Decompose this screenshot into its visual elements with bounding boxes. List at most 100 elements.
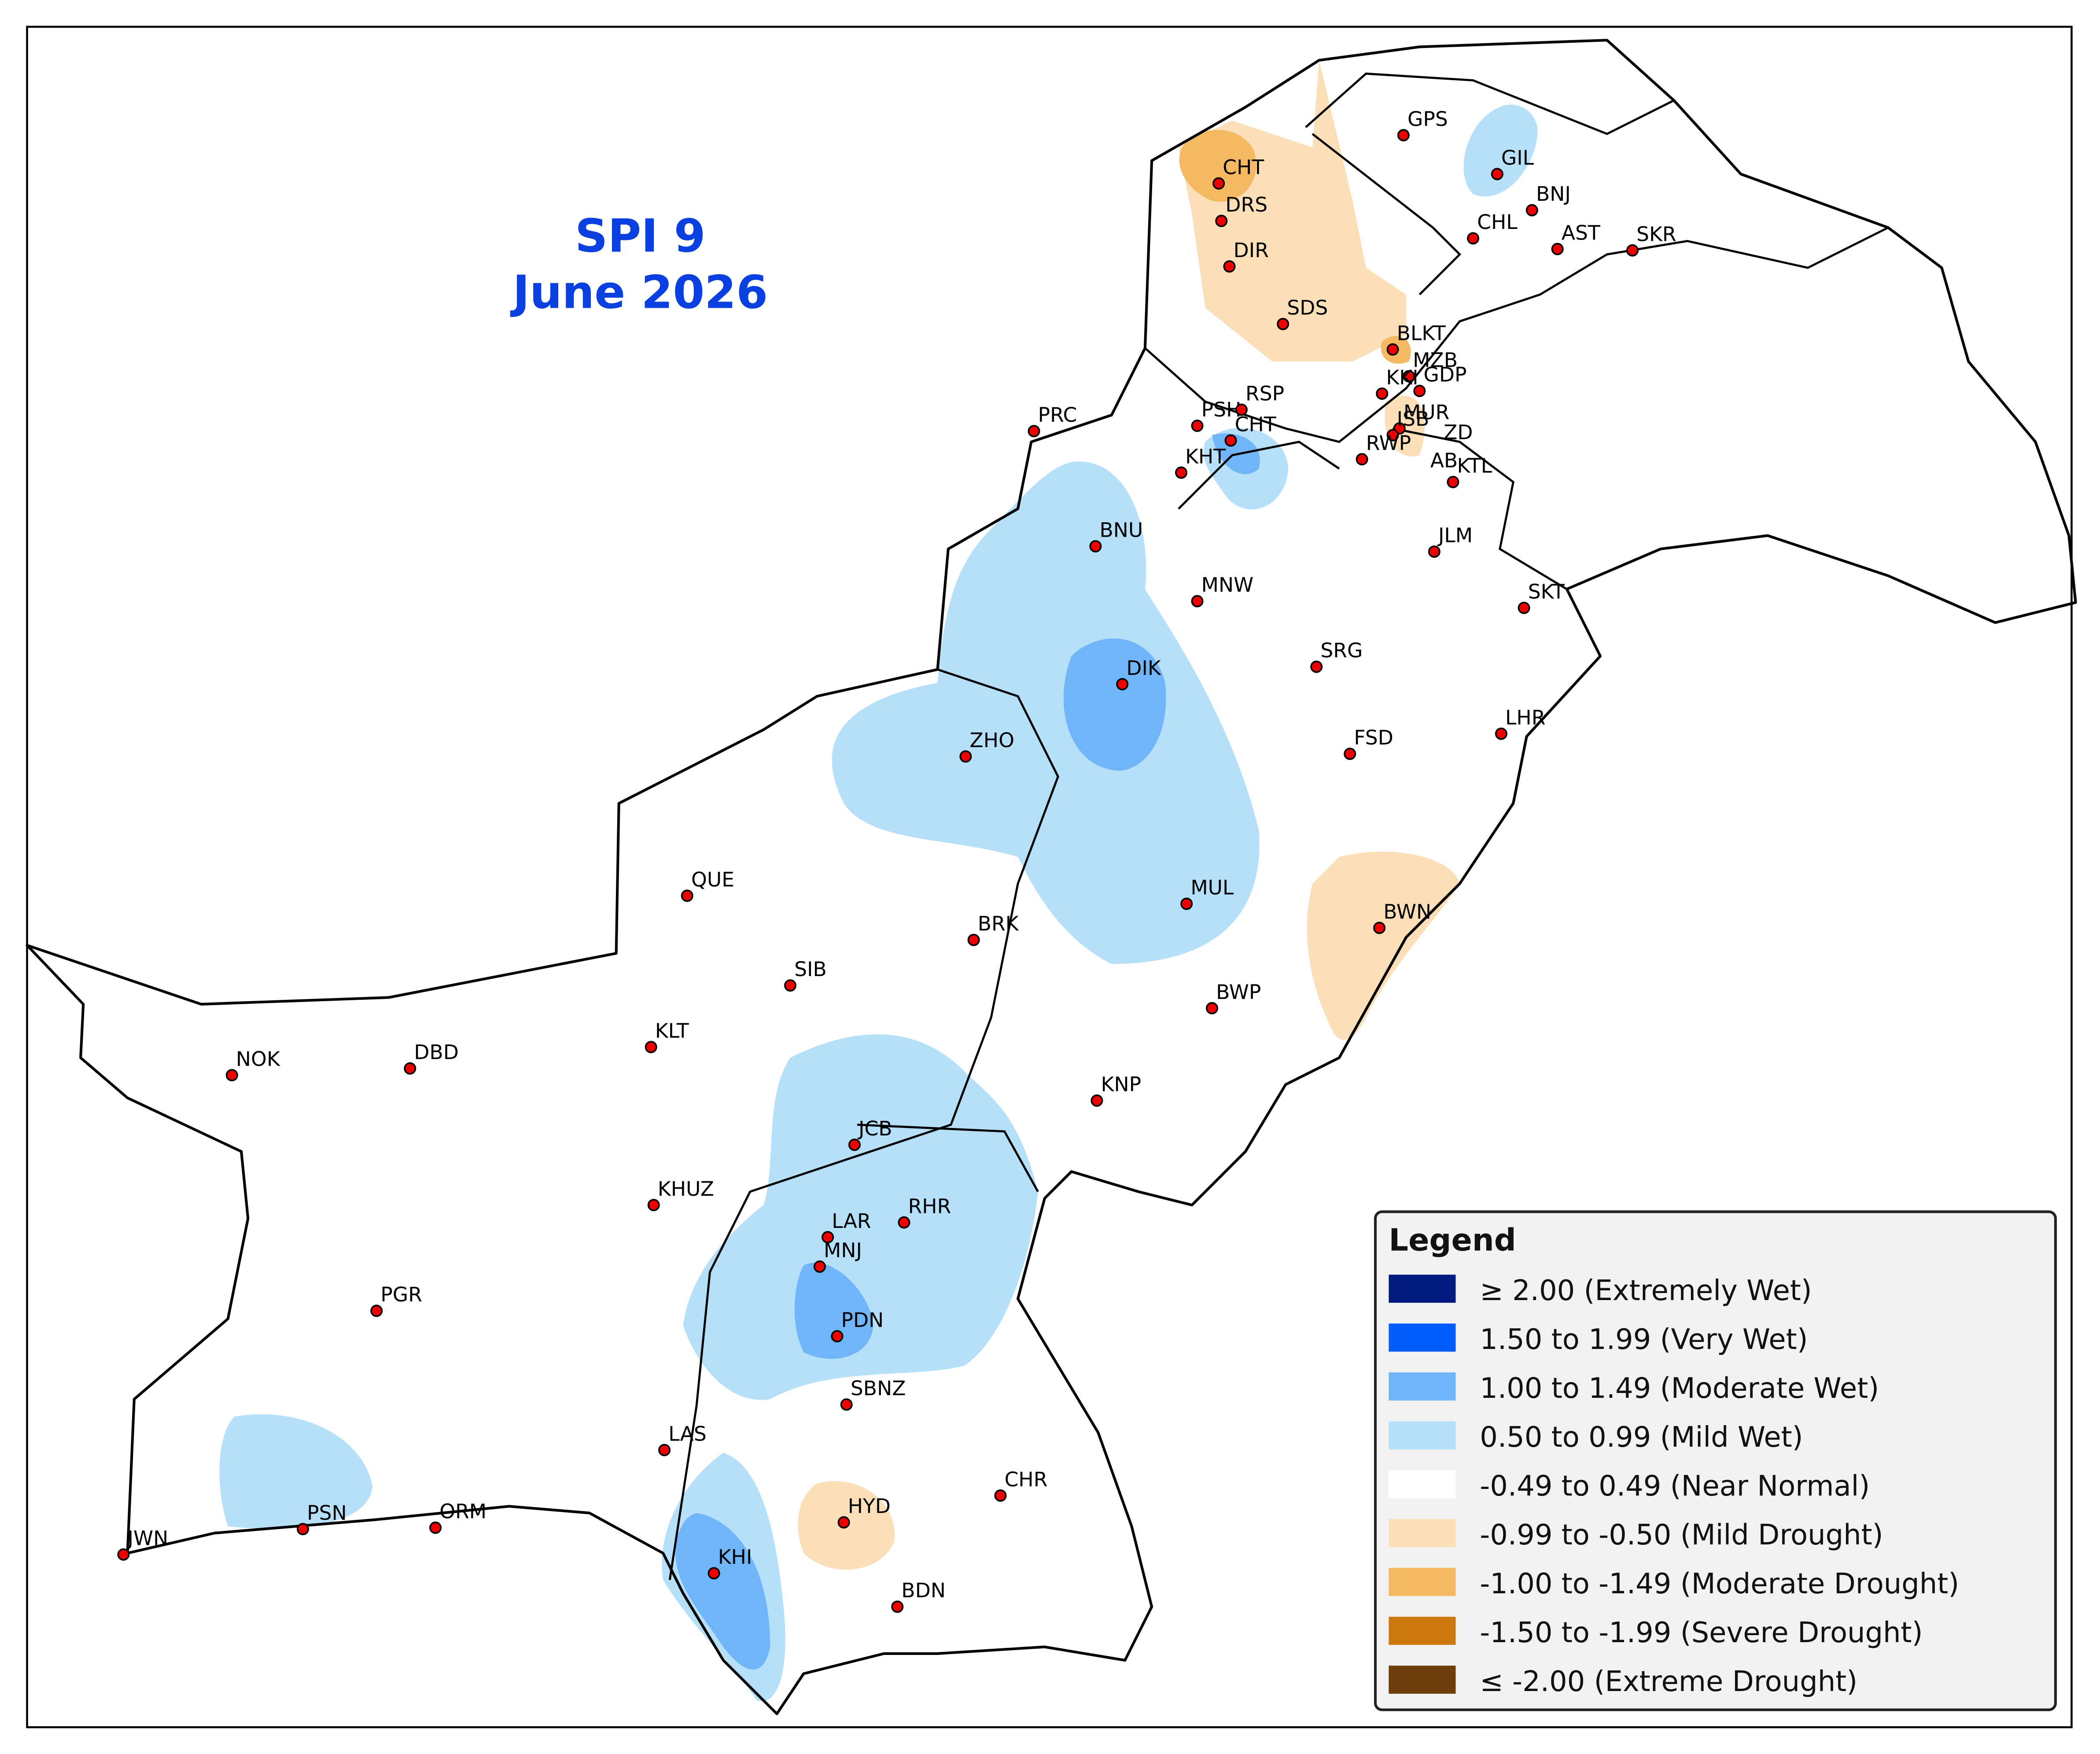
station-label: KTL bbox=[1457, 454, 1492, 478]
station-marker bbox=[370, 1304, 383, 1317]
station-label: PSN bbox=[307, 1501, 347, 1525]
legend-swatch bbox=[1389, 1470, 1456, 1499]
legend-label: -1.00 to -1.49 (Moderate Drought) bbox=[1480, 1568, 1959, 1600]
station-marker bbox=[1091, 1094, 1103, 1107]
station-marker bbox=[1356, 453, 1368, 466]
station-marker bbox=[822, 1231, 834, 1244]
spi-area bbox=[832, 461, 1260, 964]
spi-area bbox=[675, 1513, 770, 1670]
station-label: GIL bbox=[1501, 146, 1534, 170]
station-marker bbox=[1428, 545, 1441, 558]
station-label: QUE bbox=[691, 868, 734, 891]
station-label: CHT bbox=[1223, 155, 1264, 179]
station-marker bbox=[681, 889, 693, 902]
station-marker bbox=[1175, 466, 1188, 479]
station-label: DIR bbox=[1234, 239, 1269, 262]
station-marker bbox=[647, 1199, 660, 1212]
station-marker bbox=[1386, 343, 1399, 356]
station-marker bbox=[1525, 204, 1538, 217]
station-marker bbox=[959, 750, 972, 763]
station-label: SDS bbox=[1287, 296, 1328, 320]
station-marker bbox=[1626, 244, 1639, 257]
legend-label: 0.50 to 0.99 (Mild Wet) bbox=[1480, 1421, 1803, 1454]
station-label: GDP bbox=[1424, 363, 1467, 387]
station-label: BWN bbox=[1383, 900, 1431, 923]
station-marker bbox=[848, 1139, 861, 1151]
station-label: ISB bbox=[1397, 407, 1429, 431]
station-label: BDN bbox=[901, 1579, 946, 1602]
station-label: JWN bbox=[126, 1527, 169, 1550]
station-marker bbox=[707, 1567, 720, 1580]
station-marker bbox=[994, 1489, 1007, 1502]
station-marker bbox=[837, 1516, 850, 1529]
spi-area bbox=[1463, 104, 1538, 197]
legend-title: Legend bbox=[1389, 1223, 1516, 1258]
station-label: MUL bbox=[1190, 876, 1234, 899]
station-label: JCB bbox=[857, 1117, 892, 1140]
station-marker bbox=[1413, 385, 1426, 398]
station-marker bbox=[831, 1330, 844, 1343]
legend-label: -0.49 to 0.49 (Near Normal) bbox=[1480, 1470, 1870, 1503]
station-marker bbox=[1223, 260, 1236, 273]
station-marker bbox=[1191, 420, 1204, 432]
station-marker bbox=[784, 979, 796, 992]
station-label: DBD bbox=[414, 1041, 459, 1064]
spi-area bbox=[219, 1414, 373, 1529]
station-marker bbox=[1386, 429, 1399, 442]
station-label: MZB bbox=[1413, 348, 1458, 372]
station-marker bbox=[1447, 475, 1459, 488]
station-label: PGR bbox=[380, 1283, 422, 1306]
station-marker bbox=[658, 1444, 671, 1456]
station-marker bbox=[1235, 403, 1248, 416]
station-marker bbox=[1491, 168, 1503, 181]
station-label: SBNZ bbox=[851, 1377, 906, 1400]
station-label: AB bbox=[1430, 449, 1458, 472]
station-marker bbox=[297, 1523, 309, 1536]
station-marker bbox=[225, 1069, 238, 1082]
legend-label: 1.00 to 1.49 (Moderate Wet) bbox=[1480, 1372, 1879, 1405]
station-label: PDN bbox=[841, 1308, 884, 1332]
station-marker bbox=[1116, 678, 1129, 691]
legend-box bbox=[1374, 1210, 2057, 1711]
station-label: SKT bbox=[1528, 580, 1565, 603]
station-label: ORM bbox=[439, 1500, 486, 1523]
station-label: CHT bbox=[1235, 413, 1276, 436]
station-label: KLT bbox=[655, 1019, 689, 1043]
station-label: PSH bbox=[1201, 398, 1242, 421]
station-marker bbox=[1310, 660, 1323, 673]
spi-areas bbox=[219, 60, 1538, 1702]
station-marker bbox=[1277, 317, 1289, 330]
legend: Legend ≥ 2.00 (Extremely Wet) 1.50 to 1.9… bbox=[1374, 1210, 2057, 1711]
station-marker bbox=[813, 1260, 826, 1273]
legend-swatch bbox=[1389, 1421, 1456, 1450]
legend-swatch bbox=[1389, 1372, 1456, 1401]
station-marker bbox=[1403, 370, 1415, 383]
station-marker bbox=[1215, 214, 1228, 227]
station-label: KHT bbox=[1185, 445, 1226, 468]
station-label: BRK bbox=[978, 912, 1019, 936]
legend-label: -0.99 to -0.50 (Mild Drought) bbox=[1480, 1519, 1883, 1551]
station-marker bbox=[645, 1041, 657, 1054]
station-marker bbox=[117, 1548, 130, 1561]
spi-area bbox=[794, 1262, 873, 1359]
station-label: MUR bbox=[1404, 401, 1449, 424]
station-label: RSP bbox=[1245, 382, 1284, 405]
station-label: MNW bbox=[1201, 573, 1254, 597]
province-boundary bbox=[668, 72, 1889, 1581]
station-label: BNU bbox=[1100, 519, 1143, 542]
station-label: KHUZ bbox=[658, 1177, 714, 1201]
legend-swatch bbox=[1389, 1275, 1456, 1303]
station-marker bbox=[891, 1600, 904, 1613]
country-outline bbox=[26, 39, 2077, 1715]
station-label: KKI bbox=[1386, 366, 1418, 389]
legend-swatch bbox=[1389, 1568, 1456, 1596]
legend-swatch bbox=[1389, 1666, 1456, 1694]
station-marker bbox=[1212, 177, 1225, 190]
station-marker bbox=[1224, 434, 1237, 447]
station-label: KNP bbox=[1101, 1073, 1142, 1096]
station-marker bbox=[1205, 1002, 1218, 1015]
station-marker bbox=[967, 933, 980, 946]
station-label: NOK bbox=[236, 1047, 280, 1071]
